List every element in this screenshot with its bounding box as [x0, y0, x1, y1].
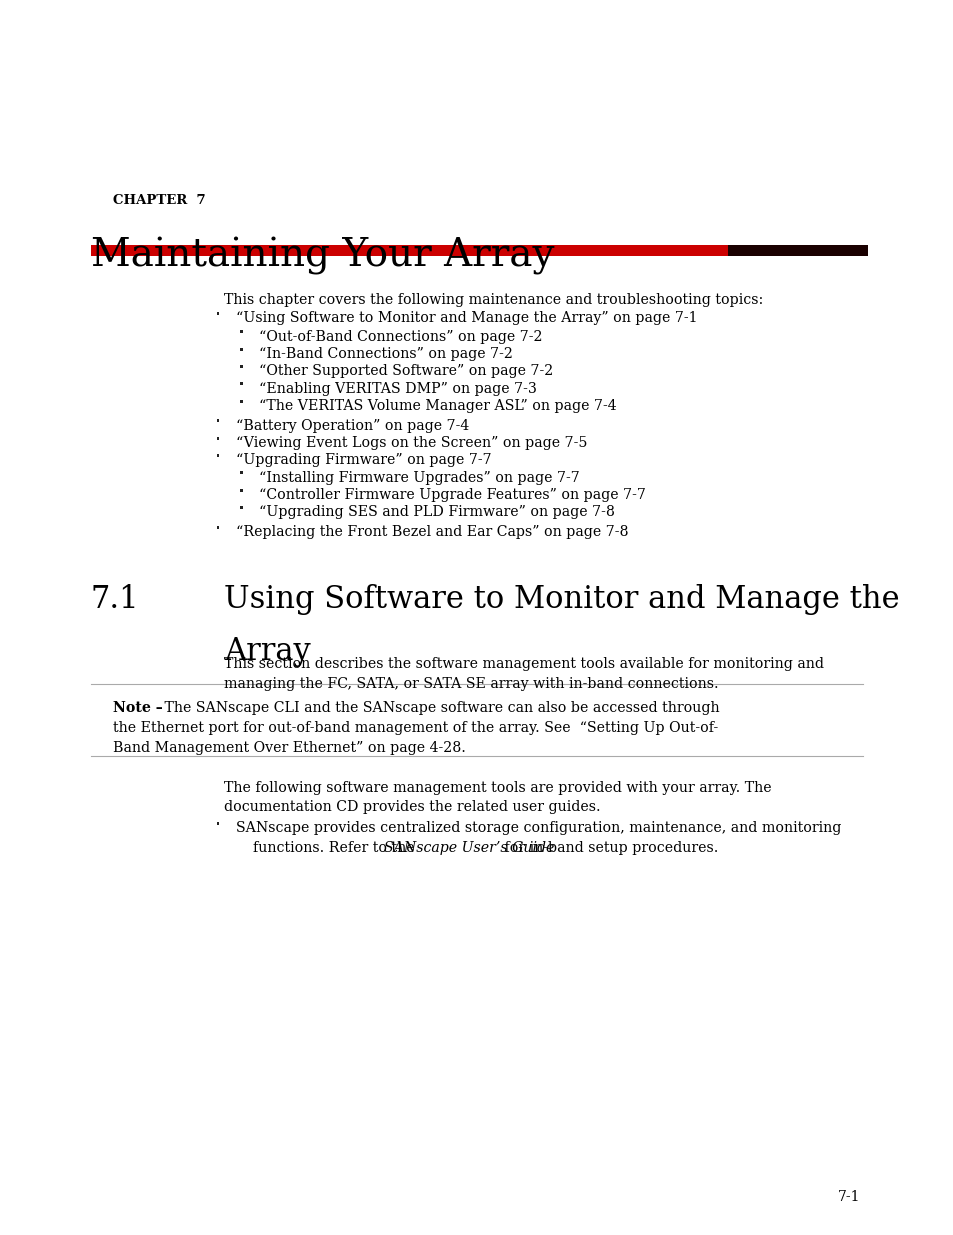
Bar — [216, 823, 219, 825]
Text: “Upgrading SES and PLD Firmware” on page 7-8: “Upgrading SES and PLD Firmware” on page… — [259, 505, 615, 519]
Bar — [216, 420, 219, 422]
Bar — [216, 454, 219, 457]
Text: functions. Refer to the: functions. Refer to the — [253, 841, 418, 855]
Text: CHAPTER  7: CHAPTER 7 — [112, 194, 205, 207]
Bar — [727, 245, 867, 256]
Text: “Controller Firmware Upgrade Features” on page 7-7: “Controller Firmware Upgrade Features” o… — [259, 488, 646, 501]
Text: “Other Supported Software” on page 7-2: “Other Supported Software” on page 7-2 — [259, 364, 553, 378]
Bar — [240, 506, 243, 509]
Text: the Ethernet port for out-of-band management of the array. See  “Setting Up Out-: the Ethernet port for out-of-band manage… — [112, 721, 717, 735]
Text: “Out-of-Band Connections” on page 7-2: “Out-of-Band Connections” on page 7-2 — [259, 330, 542, 343]
Bar — [240, 366, 243, 368]
Bar — [240, 489, 243, 492]
Text: SANscape User’s Guide: SANscape User’s Guide — [384, 841, 555, 855]
Bar — [240, 331, 243, 333]
Bar — [240, 400, 243, 403]
Text: “In-Band Connections” on page 7-2: “In-Band Connections” on page 7-2 — [259, 347, 513, 361]
Text: “Battery Operation” on page 7-4: “Battery Operation” on page 7-4 — [235, 419, 468, 432]
Text: This chapter covers the following maintenance and troubleshooting topics:: This chapter covers the following mainte… — [224, 293, 762, 306]
Text: SANscape provides centralized storage configuration, maintenance, and monitoring: SANscape provides centralized storage co… — [235, 821, 841, 835]
Text: Using Software to Monitor and Manage the: Using Software to Monitor and Manage the — [224, 584, 899, 615]
Text: “The VERITAS Volume Manager ASL” on page 7-4: “The VERITAS Volume Manager ASL” on page… — [259, 399, 617, 412]
Text: “Using Software to Monitor and Manage the Array” on page 7-1: “Using Software to Monitor and Manage th… — [235, 311, 697, 325]
Text: 7.1: 7.1 — [91, 584, 139, 615]
Bar — [240, 472, 243, 474]
Text: documentation CD provides the related user guides.: documentation CD provides the related us… — [224, 800, 600, 814]
Bar — [216, 526, 219, 529]
Bar — [216, 312, 219, 315]
Text: Note –: Note – — [112, 701, 162, 715]
Text: Maintaining Your Array: Maintaining Your Array — [91, 237, 554, 275]
Bar — [91, 245, 727, 256]
Bar — [216, 437, 219, 440]
Text: for in-band setup procedures.: for in-band setup procedures. — [499, 841, 718, 855]
Text: 7-1: 7-1 — [837, 1191, 860, 1204]
Text: “Enabling VERITAS DMP” on page 7-3: “Enabling VERITAS DMP” on page 7-3 — [259, 382, 537, 395]
Bar — [240, 383, 243, 385]
Text: “Installing Firmware Upgrades” on page 7-7: “Installing Firmware Upgrades” on page 7… — [259, 471, 579, 484]
Text: Band Management Over Ethernet” on page 4-28.: Band Management Over Ethernet” on page 4… — [112, 741, 465, 755]
Text: managing the FC, SATA, or SATA SE array with in-band connections.: managing the FC, SATA, or SATA SE array … — [224, 677, 718, 690]
Text: “Upgrading Firmware” on page 7-7: “Upgrading Firmware” on page 7-7 — [235, 453, 491, 467]
Text: The following software management tools are provided with your array. The: The following software management tools … — [224, 781, 771, 794]
Text: “Replacing the Front Bezel and Ear Caps” on page 7-8: “Replacing the Front Bezel and Ear Caps”… — [235, 525, 627, 538]
Text: “Viewing Event Logs on the Screen” on page 7-5: “Viewing Event Logs on the Screen” on pa… — [235, 436, 586, 450]
Bar — [240, 348, 243, 351]
Text: The SANscape CLI and the SANscape software can also be accessed through: The SANscape CLI and the SANscape softwa… — [160, 701, 720, 715]
Text: This section describes the software management tools available for monitoring an: This section describes the software mana… — [224, 657, 823, 671]
Text: Array: Array — [224, 636, 311, 667]
